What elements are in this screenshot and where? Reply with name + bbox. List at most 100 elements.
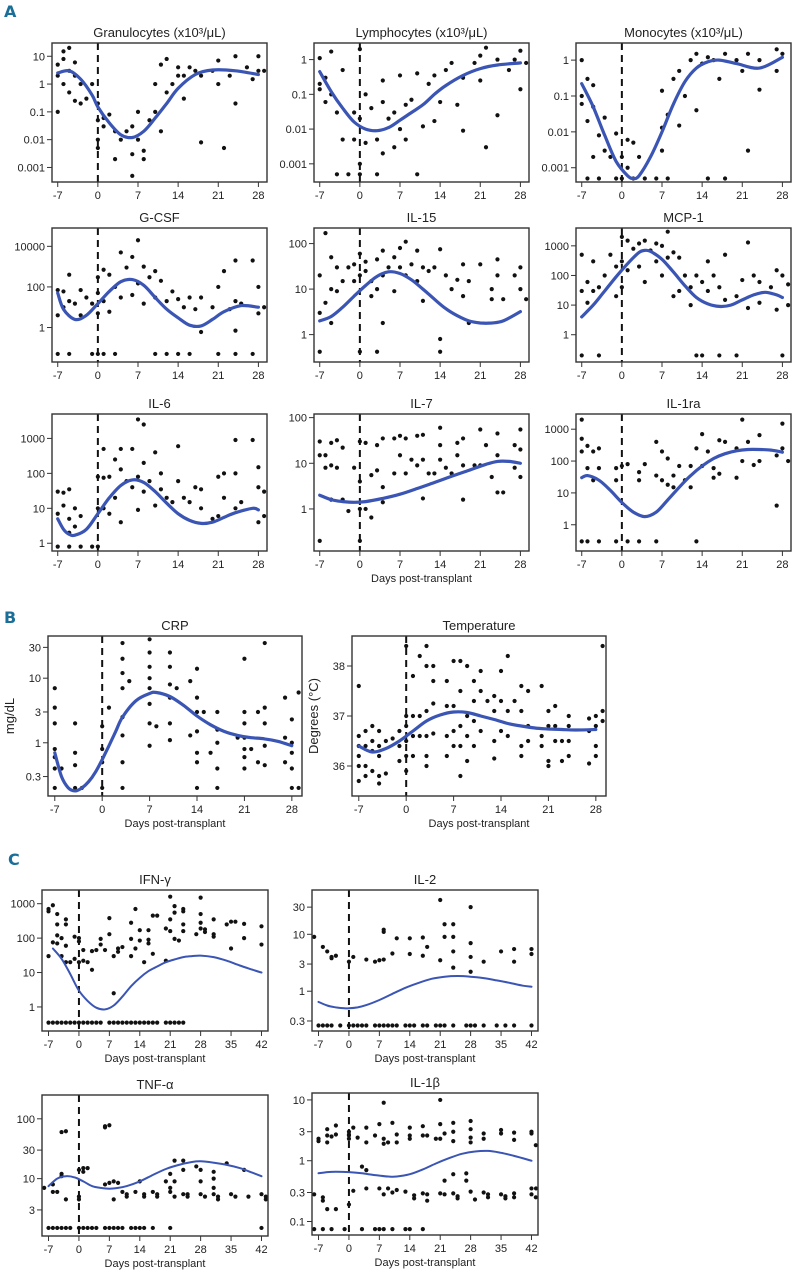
x-tick-label: 7 <box>376 1039 382 1051</box>
data-point <box>431 701 436 706</box>
data-point <box>374 286 380 292</box>
data-point <box>377 958 382 963</box>
data-point <box>194 785 200 791</box>
data-point <box>409 262 414 267</box>
data-point <box>55 511 60 516</box>
data-point <box>216 58 221 63</box>
data-point <box>107 474 112 479</box>
x-tick-label: 28 <box>465 1039 477 1051</box>
data-point <box>176 65 181 70</box>
data-point <box>711 466 716 471</box>
data-point <box>164 495 169 500</box>
data-point <box>374 172 380 177</box>
data-point <box>163 926 168 931</box>
data-point <box>141 156 146 162</box>
data-point <box>352 278 357 284</box>
data-point <box>579 93 584 99</box>
data-point <box>386 116 391 121</box>
data-point <box>722 51 728 56</box>
data-point <box>483 45 489 50</box>
y-tick-label: 1000 <box>545 424 569 436</box>
data-point <box>163 1179 168 1184</box>
data-point <box>147 721 152 726</box>
data-point <box>409 457 414 462</box>
data-point-floor <box>442 1023 447 1028</box>
data-point <box>168 1185 173 1191</box>
plot-frame <box>51 227 268 363</box>
data-point <box>688 285 693 290</box>
data-point <box>325 1207 330 1212</box>
x-tick-label: 35 <box>495 1039 507 1051</box>
y-tick-label: 1 <box>301 55 307 67</box>
x-tick-label: 21 <box>542 804 554 816</box>
data-point <box>256 311 261 316</box>
x-tick-label: 7 <box>397 190 403 202</box>
data-point-floor <box>68 1020 73 1025</box>
data-point <box>433 1136 438 1141</box>
data-point <box>579 288 584 294</box>
data-point <box>740 417 745 422</box>
data-point <box>451 965 456 970</box>
data-point <box>458 658 463 664</box>
data-point <box>61 56 66 62</box>
y-tick-label: 100 <box>289 239 307 251</box>
data-point <box>72 60 78 65</box>
data-point-floor <box>451 1023 456 1028</box>
data-point <box>370 738 375 744</box>
data-point <box>722 176 728 181</box>
data-point <box>745 240 751 245</box>
data-point <box>780 51 785 56</box>
data-point <box>255 760 261 765</box>
data-point <box>67 516 72 521</box>
data-point <box>107 511 112 516</box>
x-tick-label: 7 <box>659 370 665 382</box>
data-point <box>111 1179 116 1184</box>
data-point <box>363 743 368 749</box>
data-point <box>153 351 158 357</box>
data-point <box>55 941 60 946</box>
data-point <box>614 466 619 471</box>
x-tick-label: -7 <box>577 370 587 382</box>
data-point <box>112 156 118 162</box>
x-tick-label: -7 <box>577 190 587 202</box>
fit-curve <box>357 710 598 754</box>
data-point <box>392 110 397 115</box>
data-point <box>566 753 571 759</box>
x-tick-label: 28 <box>465 1243 477 1255</box>
data-point-floor <box>316 1023 321 1028</box>
data-point-floor <box>472 1023 478 1028</box>
data-point <box>614 478 619 483</box>
data-point <box>694 539 699 544</box>
y-tick-label: 1 <box>39 79 45 91</box>
y-tick-label: 0.1 <box>30 107 45 119</box>
data-point <box>432 471 437 476</box>
data-point <box>519 753 524 759</box>
data-point <box>296 690 301 695</box>
data-point <box>112 495 118 500</box>
data-point <box>352 262 357 267</box>
data-point <box>340 67 345 73</box>
data-point <box>329 286 334 292</box>
data-point <box>392 255 397 260</box>
data-point <box>141 422 146 427</box>
data-point <box>449 60 454 66</box>
data-point <box>135 137 141 142</box>
x-tick-label: 28 <box>195 1039 207 1051</box>
data-point <box>374 137 380 142</box>
data-point <box>503 1196 508 1201</box>
data-point <box>340 137 345 142</box>
data-point <box>72 956 77 961</box>
data-point <box>593 743 598 749</box>
data-point <box>529 1192 534 1197</box>
data-point <box>168 917 173 922</box>
data-point <box>468 905 473 910</box>
data-point <box>380 485 385 490</box>
data-point <box>167 650 173 655</box>
data-point <box>63 922 69 927</box>
data-point-floor <box>89 1225 95 1231</box>
panel-mcp-1: MCP-1 -7 0 7 14 21 28 1 10 100 1000 <box>545 210 792 382</box>
data-point <box>188 733 193 738</box>
y-tick-label: 0.01 <box>548 127 569 139</box>
data-point <box>356 733 361 739</box>
data-point-floor <box>150 1225 155 1231</box>
